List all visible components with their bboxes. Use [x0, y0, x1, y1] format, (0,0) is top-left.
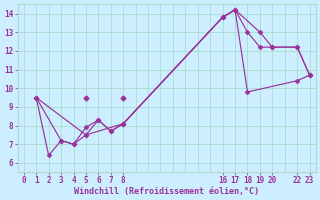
- X-axis label: Windchill (Refroidissement éolien,°C): Windchill (Refroidissement éolien,°C): [74, 187, 259, 196]
